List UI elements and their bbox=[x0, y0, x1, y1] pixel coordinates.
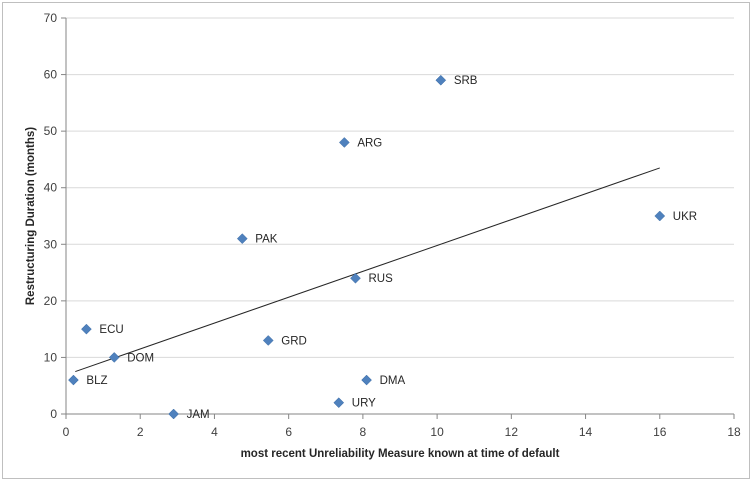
chart-frame bbox=[2, 2, 750, 479]
x-tick-label: 16 bbox=[653, 425, 667, 439]
point-label-ury: URY bbox=[352, 398, 376, 410]
data-point-srb bbox=[435, 74, 447, 86]
y-axis-title: Restructuring Duration (months) bbox=[25, 127, 37, 305]
x-tick-label: 12 bbox=[505, 425, 519, 439]
data-point-blz bbox=[68, 374, 79, 386]
point-label-arg: ARG bbox=[357, 137, 382, 149]
point-label-pak: PAK bbox=[255, 234, 277, 246]
y-tick-label: 60 bbox=[44, 68, 58, 82]
y-tick-label: 30 bbox=[44, 237, 58, 251]
point-label-jam: JAM bbox=[187, 409, 210, 421]
point-label-dma: DMA bbox=[380, 375, 406, 387]
tick-labels: 0 10 20 30 40 50 60 70 0 2 4 6 8 10 12 14 16 18 bbox=[44, 11, 741, 439]
data-point-arg bbox=[338, 137, 350, 148]
axes bbox=[61, 17, 735, 419]
trendline bbox=[75, 167, 660, 373]
point-label-dom: DOM bbox=[127, 352, 154, 364]
data-points: SRB ARG UKR PAK RUS ECU GRD DOM BLZ DMA URY JAM bbox=[68, 74, 697, 421]
x-tick-label: 18 bbox=[727, 425, 741, 439]
data-point-ury bbox=[333, 397, 345, 409]
data-point-ecu bbox=[81, 323, 92, 335]
point-label-rus: RUS bbox=[368, 273, 393, 285]
x-tick-label: 0 bbox=[63, 425, 70, 439]
x-tick-label: 2 bbox=[137, 425, 144, 439]
x-tick-label: 6 bbox=[285, 425, 292, 439]
point-label-grd: GRD bbox=[281, 335, 307, 347]
data-point-ukr bbox=[654, 210, 666, 222]
point-label-ukr: UKR bbox=[673, 211, 697, 223]
point-label-ecu: ECU bbox=[99, 324, 123, 336]
y-tick-label: 50 bbox=[44, 124, 58, 138]
y-tick-label: 70 bbox=[44, 11, 58, 25]
point-label-srb: SRB bbox=[454, 75, 478, 87]
x-tick-label: 4 bbox=[211, 425, 218, 439]
data-point-dom bbox=[108, 352, 120, 363]
y-tick-label: 0 bbox=[50, 407, 57, 421]
x-tick-label: 10 bbox=[430, 425, 444, 439]
data-point-jam bbox=[168, 408, 179, 420]
data-point-grd bbox=[262, 335, 274, 346]
x-tick-label: 14 bbox=[579, 425, 593, 439]
y-tick-label: 40 bbox=[44, 181, 58, 195]
gridlines bbox=[66, 17, 734, 358]
y-tick-label: 10 bbox=[44, 350, 58, 364]
x-tick-label: 8 bbox=[360, 425, 367, 439]
trendline-group bbox=[75, 167, 660, 373]
data-point-pak bbox=[236, 233, 248, 244]
data-point-rus bbox=[350, 272, 361, 284]
x-axis-title: most recent Unreliability Measure known … bbox=[241, 448, 560, 460]
data-point-dma bbox=[361, 374, 372, 386]
y-tick-label: 20 bbox=[44, 294, 58, 308]
point-label-blz: BLZ bbox=[86, 375, 107, 387]
